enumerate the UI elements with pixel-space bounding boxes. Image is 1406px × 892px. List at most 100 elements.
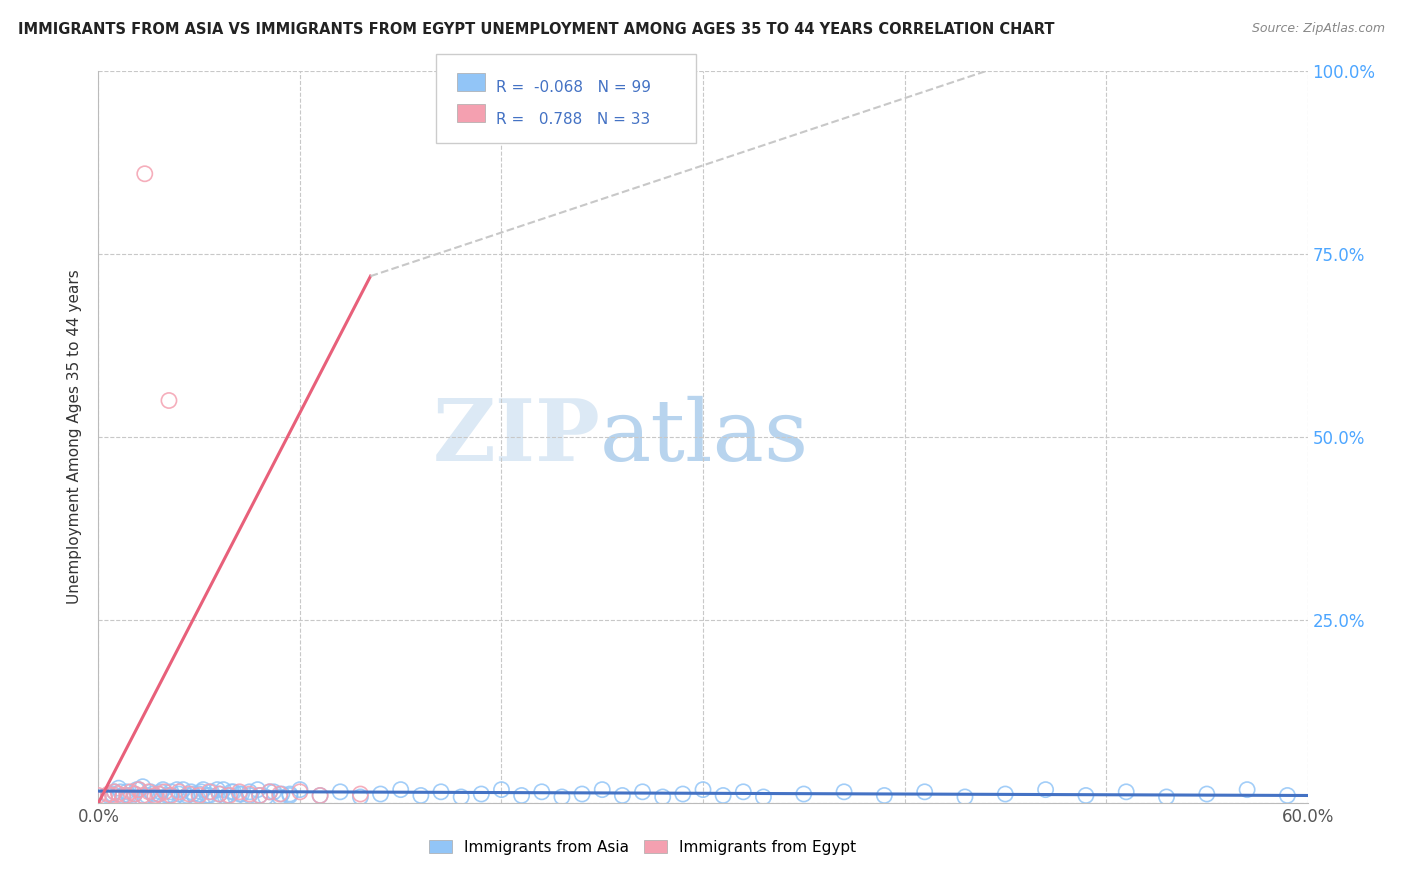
Point [510, 789, 533, 803]
Point [135, 789, 157, 803]
Point [278, 789, 301, 803]
Point [93, 789, 115, 804]
Point [591, 782, 613, 797]
Point [176, 789, 198, 803]
Text: R =  -0.068   N = 99: R = -0.068 N = 99 [496, 80, 651, 95]
Point [430, 785, 453, 799]
Point [153, 785, 176, 799]
Point [156, 789, 179, 803]
Point [259, 785, 281, 799]
Point [97, 789, 120, 803]
Point [733, 785, 755, 799]
Point [752, 789, 775, 804]
Point [198, 789, 221, 803]
Point [103, 785, 125, 799]
Point [228, 787, 250, 801]
Point [190, 785, 212, 799]
Point [692, 782, 714, 797]
Point [914, 785, 936, 799]
Text: ZIP: ZIP [433, 395, 600, 479]
Point [953, 789, 976, 804]
Point [198, 785, 221, 799]
Point [288, 782, 311, 797]
Point [1236, 782, 1258, 797]
Point [470, 787, 492, 801]
Point [167, 785, 190, 799]
Point [103, 785, 125, 799]
Point [115, 785, 138, 799]
Legend: Immigrants from Asia, Immigrants from Egypt: Immigrants from Asia, Immigrants from Eg… [423, 834, 862, 861]
Point [491, 782, 513, 797]
Point [269, 789, 291, 804]
Point [179, 787, 201, 801]
Point [134, 167, 156, 181]
Point [231, 787, 253, 801]
Point [222, 785, 245, 799]
Y-axis label: Unemployment Among Ages 35 to 44 years: Unemployment Among Ages 35 to 44 years [67, 269, 83, 605]
Point [188, 787, 211, 801]
Point [259, 785, 281, 799]
Point [409, 789, 432, 803]
Point [107, 781, 129, 796]
Point [160, 789, 183, 803]
Point [188, 789, 211, 803]
Point [128, 782, 150, 797]
Point [139, 785, 162, 799]
Point [157, 393, 180, 408]
Point [873, 789, 896, 803]
Point [111, 789, 134, 804]
Point [224, 789, 246, 804]
Point [143, 789, 166, 803]
Point [711, 789, 734, 803]
Point [174, 789, 197, 804]
Point [249, 789, 271, 803]
Point [349, 787, 371, 801]
Point [166, 782, 188, 797]
Point [157, 789, 180, 803]
Point [214, 789, 236, 804]
Point [832, 785, 855, 799]
Point [193, 782, 215, 797]
Point [125, 782, 148, 797]
Point [309, 789, 332, 803]
Point [329, 785, 352, 799]
Point [148, 787, 170, 801]
Point [110, 785, 132, 799]
Point [87, 789, 110, 803]
Point [631, 785, 654, 799]
Point [349, 789, 371, 804]
Point [450, 789, 472, 804]
Point [651, 789, 673, 804]
Point [120, 785, 142, 799]
Point [228, 785, 250, 799]
Point [239, 785, 262, 799]
Point [200, 785, 222, 799]
Point [124, 787, 146, 801]
Point [93, 789, 115, 804]
Point [1277, 789, 1299, 803]
Point [181, 787, 204, 801]
Point [148, 787, 170, 801]
Point [309, 789, 332, 803]
Point [134, 789, 156, 804]
Point [142, 787, 165, 801]
Point [612, 789, 634, 803]
Point [1074, 789, 1097, 803]
Point [138, 785, 160, 799]
Point [167, 787, 190, 801]
Text: Source: ZipAtlas.com: Source: ZipAtlas.com [1251, 22, 1385, 36]
Point [208, 787, 231, 801]
Point [115, 789, 138, 803]
Point [111, 789, 134, 803]
Point [212, 782, 235, 797]
Point [163, 789, 186, 804]
Point [288, 785, 311, 799]
Point [269, 787, 291, 801]
Point [207, 782, 229, 797]
Point [370, 787, 392, 801]
Point [551, 789, 574, 804]
Point [217, 789, 239, 803]
Point [143, 789, 166, 804]
Point [128, 782, 150, 797]
Point [218, 789, 240, 803]
